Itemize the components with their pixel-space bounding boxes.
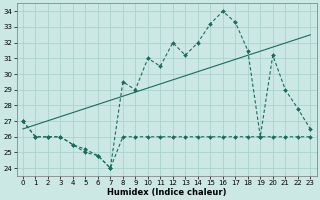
X-axis label: Humidex (Indice chaleur): Humidex (Indice chaleur)	[107, 188, 226, 197]
